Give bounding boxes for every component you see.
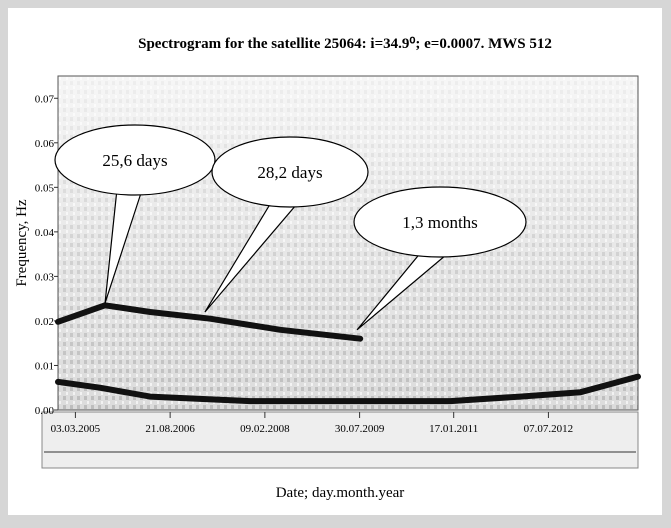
y-tick-label: 0.01 <box>35 360 54 372</box>
chart-title: Spectrogram for the satellite 25064: i=3… <box>138 36 552 52</box>
annotation: 28,2 days <box>257 163 322 182</box>
signal-strip <box>41 411 639 469</box>
y-tick-label: 0.07 <box>35 93 55 105</box>
y-tick-label: 0.00 <box>35 405 55 417</box>
y-axis-label: Frequency, Hz <box>14 199 30 287</box>
ridge <box>55 302 364 342</box>
x-axis-label: Date; day.month.year <box>276 485 405 501</box>
callout-join <box>422 248 446 256</box>
plot-frame <box>57 75 639 411</box>
annotation: 1,3 months <box>402 213 478 232</box>
x-tick-label: 17.01.2011 <box>429 423 478 435</box>
annotation: 25,6 days <box>102 151 167 170</box>
callout-bubble <box>54 124 216 196</box>
y-tick-label: 0.02 <box>35 316 54 328</box>
x-tick-label: 09.02.2008 <box>240 423 290 435</box>
ridge <box>55 373 641 405</box>
y-tick-label: 0.06 <box>35 138 55 150</box>
callout-bubble <box>353 186 527 258</box>
y-tick-label: 0.03 <box>35 271 55 283</box>
x-tick-label: 21.08.2006 <box>145 423 195 435</box>
x-tick-label: 30.07.2009 <box>335 423 385 435</box>
y-tick-label: 0.04 <box>35 227 55 239</box>
x-tick-label: 07.07.2012 <box>524 423 574 435</box>
callout-bubble <box>211 136 369 208</box>
callout-join <box>117 186 141 194</box>
y-tick-label: 0.05 <box>35 182 55 194</box>
callout-join <box>272 198 296 206</box>
x-tick-label: 03.03.2005 <box>51 423 101 435</box>
